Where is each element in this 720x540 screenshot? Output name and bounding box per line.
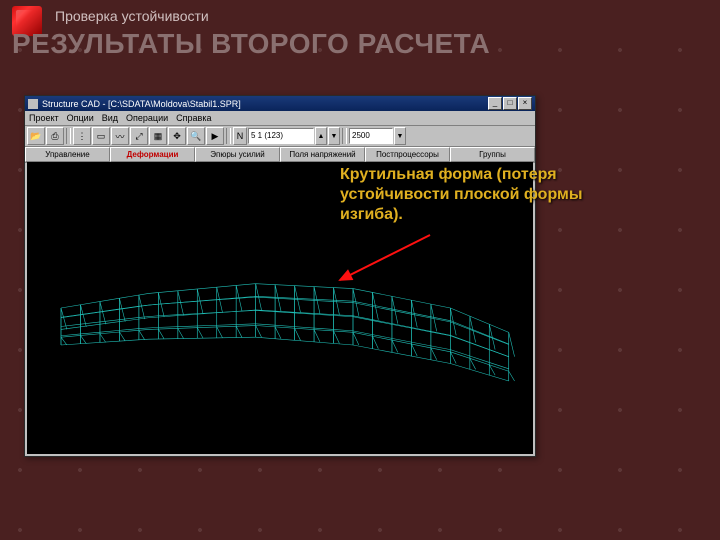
elem-icon[interactable]: ▭: [92, 127, 110, 145]
up-button[interactable]: ▲: [315, 127, 327, 145]
node-icon[interactable]: ⋮: [73, 127, 91, 145]
toolbar: 📂 ⎙ ⋮ ▭ 〰 ⤢ ▦ ✥ 🔍 ▶ N 5 1 (123) ▲ ▼ 2500…: [25, 126, 535, 147]
menu-project[interactable]: Проект: [29, 113, 59, 123]
minimize-button[interactable]: _: [488, 97, 502, 110]
window-title: Structure CAD - [C:\SDATA\Moldova\Stabil…: [42, 99, 487, 109]
slide-title: РЕЗУЛЬТАТЫ ВТОРОГО РАСЧЕТА: [12, 28, 490, 60]
print-icon[interactable]: ⎙: [46, 127, 64, 145]
tab-groups[interactable]: Группы: [450, 147, 535, 162]
menu-options[interactable]: Опции: [67, 113, 94, 123]
load-case-dropdown[interactable]: 5 1 (123): [248, 128, 314, 144]
scale-dropdown[interactable]: 2500: [349, 128, 393, 144]
tab-deformations[interactable]: Деформации: [110, 147, 195, 162]
scale-down-icon[interactable]: ▼: [394, 127, 406, 145]
menu-help[interactable]: Справка: [176, 113, 211, 123]
titlebar[interactable]: Structure CAD - [C:\SDATA\Moldova\Stabil…: [25, 96, 535, 111]
grid-icon[interactable]: ▦: [149, 127, 167, 145]
app-window: Structure CAD - [C:\SDATA\Moldova\Stabil…: [24, 95, 536, 457]
menu-view[interactable]: Вид: [102, 113, 118, 123]
zoom-icon[interactable]: 🔍: [187, 127, 205, 145]
tab-post[interactable]: Постпроцессоры: [365, 147, 450, 162]
annotation-text: Крутильная форма (потеря устойчивости пл…: [340, 165, 640, 225]
maximize-button[interactable]: □: [503, 97, 517, 110]
tab-control[interactable]: Управление: [25, 147, 110, 162]
n-label: N: [233, 127, 247, 145]
menu-ops[interactable]: Операции: [126, 113, 168, 123]
menubar: Проект Опции Вид Операции Справка: [25, 111, 535, 126]
down-button[interactable]: ▼: [328, 127, 340, 145]
slide-subtitle: Проверка устойчивости: [55, 8, 209, 24]
tab-row: Управление Деформации Эпюры усилий Поля …: [25, 147, 535, 163]
app-icon: [28, 99, 38, 109]
deform-icon[interactable]: 〰: [111, 127, 129, 145]
anim-icon[interactable]: ▶: [206, 127, 224, 145]
open-icon[interactable]: 📂: [27, 127, 45, 145]
close-button[interactable]: ×: [518, 97, 532, 110]
tab-stress[interactable]: Поля напряжений: [280, 147, 365, 162]
pan-icon[interactable]: ✥: [168, 127, 186, 145]
tab-forces[interactable]: Эпюры усилий: [195, 147, 280, 162]
scale-icon[interactable]: ⤢: [130, 127, 148, 145]
